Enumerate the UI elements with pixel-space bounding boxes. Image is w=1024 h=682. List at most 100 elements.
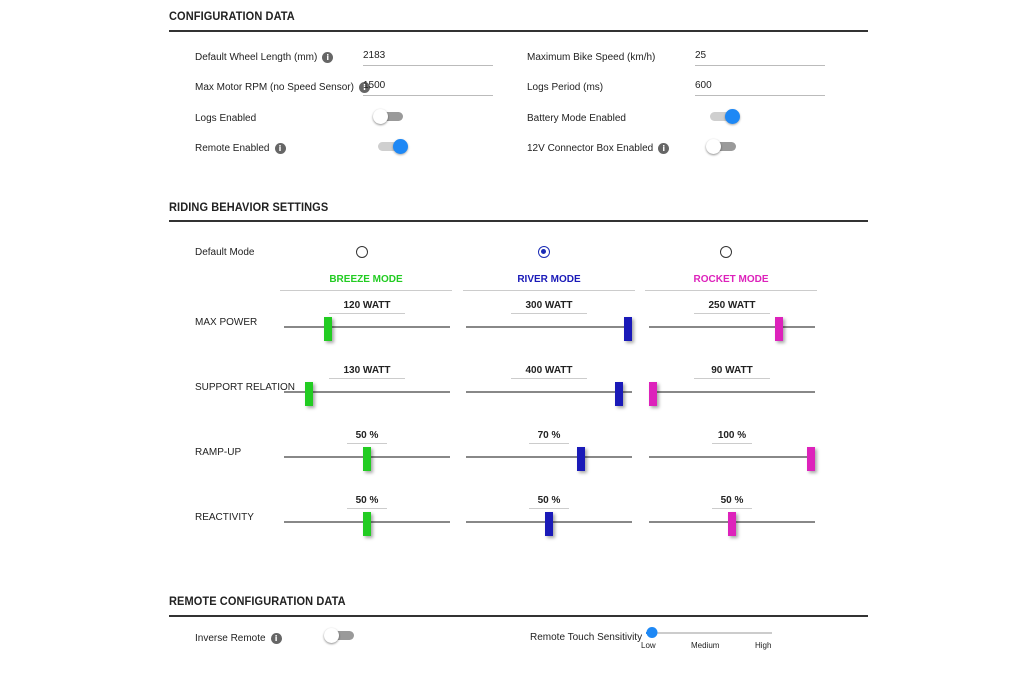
- info-icon[interactable]: i: [658, 143, 670, 154]
- slider-track: [649, 391, 815, 393]
- setting-row-label: RAMP-UP: [195, 447, 242, 458]
- slider-thumb[interactable]: [624, 317, 632, 341]
- slider-thumb[interactable]: [304, 382, 313, 406]
- setting-row-label: REACTIVITY: [195, 512, 254, 523]
- setting-row-label: MAX POWER: [195, 317, 258, 328]
- slider-track: [649, 456, 815, 458]
- setting-slider[interactable]: 50 %: [466, 495, 632, 536]
- logs-enabled-toggle[interactable]: [373, 109, 405, 124]
- slider-thumb[interactable]: [576, 447, 585, 471]
- slider-thumb[interactable]: [323, 317, 332, 341]
- info-icon[interactable]: i: [274, 143, 286, 154]
- riding-section-divider: [169, 220, 868, 222]
- setting-slider[interactable]: 90 WATT: [649, 365, 815, 406]
- sensitivity-low-label: Low: [641, 641, 656, 650]
- toggle-knob: [393, 139, 408, 154]
- slider-track: [284, 391, 450, 393]
- setting-slider[interactable]: 400 WATT: [466, 365, 632, 406]
- setting-slider[interactable]: 50 %: [649, 495, 815, 536]
- logs-enabled-label: Logs Enabled: [195, 113, 257, 124]
- mode-header-2: ROCKET MODE: [645, 274, 817, 291]
- slider-track: [649, 326, 815, 328]
- sensitivity-medium-label: Medium: [691, 641, 720, 650]
- slider-thumb[interactable]: [614, 382, 623, 406]
- slider-track: [466, 391, 632, 393]
- max-rpm-field[interactable]: 1500: [363, 80, 493, 96]
- setting-value: 130 WATT: [329, 365, 405, 379]
- mode-radio-2[interactable]: [720, 246, 732, 258]
- remote-enabled-toggle[interactable]: [376, 139, 408, 154]
- sensitivity-slider[interactable]: [646, 626, 772, 640]
- setting-value: 50 %: [347, 495, 387, 509]
- wheel-length-label: Default Wheel Length (mm) i: [195, 52, 334, 64]
- slider-track: [284, 326, 450, 328]
- inverse-remote-label: Inverse Remote i: [195, 633, 282, 645]
- max-speed-field[interactable]: 25: [695, 50, 825, 66]
- toggle-track: [326, 631, 354, 640]
- config-section-divider: [169, 30, 868, 32]
- setting-slider[interactable]: 50 %: [284, 430, 450, 471]
- slider-thumb[interactable]: [807, 447, 815, 471]
- setting-value: 70 %: [529, 430, 569, 444]
- mode-radio-0[interactable]: [356, 246, 368, 258]
- setting-slider[interactable]: 50 %: [284, 495, 450, 536]
- battery-mode-toggle[interactable]: [708, 109, 740, 124]
- setting-slider[interactable]: 130 WATT: [284, 365, 450, 406]
- toggle-knob: [324, 628, 339, 643]
- setting-value: 250 WATT: [694, 300, 770, 314]
- slider-thumb[interactable]: [728, 512, 736, 536]
- mode-header-1: RIVER MODE: [463, 274, 635, 291]
- connector-box-toggle[interactable]: [706, 139, 738, 154]
- setting-value: 50 %: [347, 430, 387, 444]
- slider-knob[interactable]: [646, 627, 658, 638]
- connector-box-label: 12V Connector Box Enabled i: [527, 143, 670, 155]
- logs-period-field[interactable]: 600: [695, 80, 825, 96]
- default-mode-label: Default Mode: [195, 247, 255, 258]
- riding-section-title: RIDING BEHAVIOR SETTINGS: [169, 201, 329, 215]
- sensitivity-label: Remote Touch Sensitivity: [530, 632, 643, 643]
- info-icon[interactable]: i: [322, 52, 334, 63]
- setting-slider[interactable]: 100 %: [649, 430, 815, 471]
- info-icon[interactable]: i: [358, 82, 370, 93]
- slider-thumb[interactable]: [545, 512, 553, 536]
- setting-value: 100 %: [712, 430, 752, 444]
- sensitivity-high-label: High: [755, 641, 772, 650]
- logs-period-label: Logs Period (ms): [527, 82, 604, 93]
- setting-slider[interactable]: 120 WATT: [284, 300, 450, 341]
- slider-thumb[interactable]: [363, 447, 371, 471]
- slider-thumb[interactable]: [775, 317, 784, 341]
- toggle-track: [710, 112, 738, 121]
- slider-track: [646, 632, 772, 634]
- max-rpm-label: Max Motor RPM (no Speed Sensor) i: [195, 82, 370, 94]
- setting-value: 50 %: [712, 495, 752, 509]
- remote-section-title: REMOTE CONFIGURATION DATA: [169, 595, 346, 609]
- slider-track: [466, 456, 632, 458]
- toggle-knob: [373, 109, 388, 124]
- toggle-track: [375, 112, 403, 121]
- setting-value: 50 %: [529, 495, 569, 509]
- setting-value: 120 WATT: [329, 300, 405, 314]
- setting-slider[interactable]: 250 WATT: [649, 300, 815, 341]
- setting-slider[interactable]: 70 %: [466, 430, 632, 471]
- battery-mode-label: Battery Mode Enabled: [527, 113, 626, 124]
- setting-row-label: SUPPORT RELATION: [195, 382, 296, 393]
- info-icon[interactable]: i: [270, 633, 282, 644]
- remote-section-divider: [169, 615, 868, 617]
- slider-track: [466, 326, 632, 328]
- toggle-knob: [725, 109, 740, 124]
- toggle-track: [708, 142, 736, 151]
- slider-thumb[interactable]: [649, 382, 657, 406]
- max-speed-label: Maximum Bike Speed (km/h): [527, 52, 656, 63]
- setting-value: 90 WATT: [694, 365, 770, 379]
- toggle-knob: [706, 139, 721, 154]
- setting-slider[interactable]: 300 WATT: [466, 300, 632, 341]
- config-section-title: CONFIGURATION DATA: [169, 10, 295, 24]
- mode-radio-1[interactable]: [538, 246, 550, 258]
- remote-enabled-label: Remote Enabled i: [195, 143, 286, 155]
- toggle-track: [378, 142, 406, 151]
- slider-thumb[interactable]: [363, 512, 371, 536]
- wheel-length-field[interactable]: 2183: [363, 50, 493, 66]
- inverse-remote-toggle[interactable]: [324, 628, 356, 643]
- setting-value: 300 WATT: [511, 300, 587, 314]
- setting-value: 400 WATT: [511, 365, 587, 379]
